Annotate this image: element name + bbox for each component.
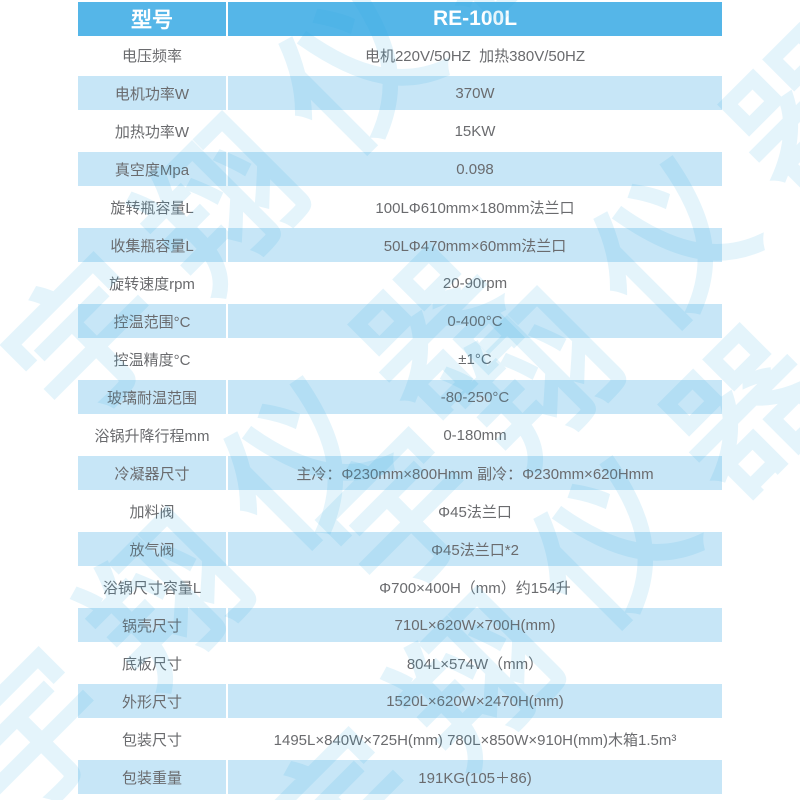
spec-label: 冷凝器尺寸 [78,454,228,492]
spec-row: 锅壳尺寸 710L×620W×700H(mm) [78,606,722,644]
model-header-label: 型号 [78,1,228,36]
spec-label: 包装尺寸 [78,720,228,758]
spec-value: -80-250°C [228,378,722,416]
spec-value: 1495L×840W×725H(mm) 780L×850W×910H(mm)木箱… [273,731,677,749]
spec-row: 包装尺寸 1495L×840W×725H(mm) 780L×850W×910H(… [78,720,722,758]
spec-label: 包装重量 [78,758,228,796]
spec-value: 50LΦ470mm×60mm法兰口 [228,226,722,264]
spec-value: 0-180mm [443,426,507,444]
spec-label: 锅壳尺寸 [78,606,228,644]
spec-label: 控温精度°C [78,340,228,378]
spec-label: 旋转瓶容量L [78,188,228,226]
spec-row: 外形尺寸 1520L×620W×2470H(mm) [78,682,722,720]
spec-value: 370W [228,74,722,112]
spec-row: 玻璃耐温范围 -80-250°C [78,378,722,416]
spec-value: 100LΦ610mm×180mm法兰口 [375,199,575,217]
spec-value: 20-90rpm [442,274,508,292]
spec-label: 玻璃耐温范围 [78,378,228,416]
spec-label: 浴锅尺寸容量L [78,568,228,606]
spec-value: 1520L×620W×2470H(mm) [228,682,722,720]
spec-value: 主冷：Φ230mm×800Hmm 副冷：Φ230mm×620Hmm [228,454,722,492]
spec-label: 放气阀 [78,530,228,568]
spec-row: 底板尺寸 804L×574W（mm） [78,644,722,682]
spec-value: ±1°C [458,350,492,368]
spec-row: 浴锅尺寸容量L Φ700×400H（mm）约154升 [78,568,722,606]
model-header-value: RE-100L [228,1,722,36]
spec-row: 包装重量 191KG(105＋86) [78,758,722,796]
spec-row: 放气阀 Φ45法兰口*2 [78,530,722,568]
spec-label: 加热功率W [78,112,228,150]
spec-value: 0.098 [228,150,722,188]
spec-value: 电机220V/50HZ 加热380V/50HZ [364,47,586,65]
spec-label: 浴锅升降行程mm [78,416,228,454]
spec-label: 加料阀 [78,492,228,530]
spec-label: 外形尺寸 [78,682,228,720]
spec-label: 底板尺寸 [78,644,228,682]
spec-row: 旋转瓶容量L 100LΦ610mm×180mm法兰口 [78,188,722,226]
spec-value: 710L×620W×700H(mm) [228,606,722,644]
spec-row: 加热功率W 15KW [78,112,722,150]
spec-row: 真空度Mpa 0.098 [78,150,722,188]
spec-row: 加料阀 Φ45法兰口 [78,492,722,530]
spec-value: Φ45法兰口 [438,503,512,521]
spec-row: 收集瓶容量L 50LΦ470mm×60mm法兰口 [78,226,722,264]
spec-value: 0-400°C [228,302,722,340]
spec-row: 浴锅升降行程mm 0-180mm [78,416,722,454]
spec-value: Φ700×400H（mm）约154升 [379,579,571,597]
spec-value: 15KW [454,122,496,140]
spec-label: 电压频率 [78,36,228,74]
spec-label: 电机功率W [78,74,228,112]
spec-row: 旋转速度rpm 20-90rpm [78,264,722,302]
spec-row: 冷凝器尺寸 主冷：Φ230mm×800Hmm 副冷：Φ230mm×620Hmm [78,454,722,492]
spec-label: 控温范围°C [78,302,228,340]
spec-label: 收集瓶容量L [78,226,228,264]
spec-row: 电压频率 电机220V/50HZ 加热380V/50HZ [78,36,722,74]
spec-value: 191KG(105＋86) [228,758,722,796]
spec-label: 真空度Mpa [78,150,228,188]
spec-row: 电机功率W 370W [78,74,722,112]
spec-table: 型号 RE-100L 电压频率 电机220V/50HZ 加热380V/50HZ … [78,1,722,796]
spec-label: 旋转速度rpm [78,264,228,302]
spec-row: 控温范围°C 0-400°C [78,302,722,340]
spec-row: 控温精度°C ±1°C [78,340,722,378]
spec-value: Φ45法兰口*2 [228,530,722,568]
table-header-row: 型号 RE-100L [78,1,722,36]
spec-value: 804L×574W（mm） [406,655,544,673]
